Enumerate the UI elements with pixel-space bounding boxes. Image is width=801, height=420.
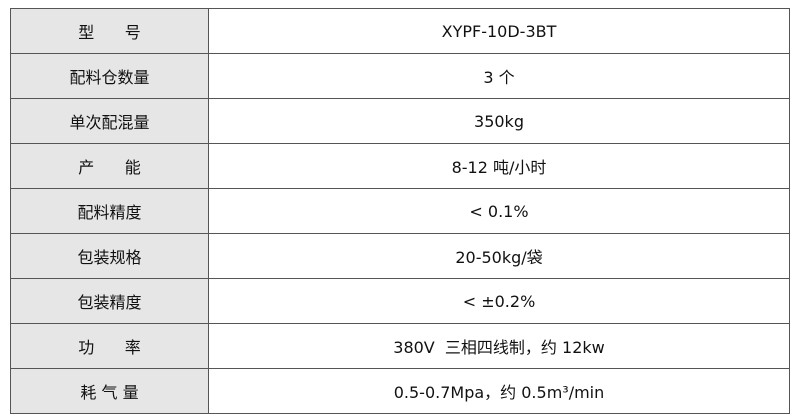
table-row: 配料仓数量 3 个	[10, 53, 790, 99]
table-row: 单次配混量 350kg	[10, 98, 790, 144]
spec-value: 380V 三相四线制，约 12kw	[208, 323, 790, 369]
table-row: 配料精度 < 0.1%	[10, 188, 790, 234]
spec-label: 功 率	[10, 323, 209, 369]
spec-label: 单次配混量	[10, 98, 209, 144]
table-row: 功 率 380V 三相四线制，约 12kw	[10, 323, 790, 369]
spec-value: 20-50kg/袋	[208, 233, 790, 279]
spec-label: 包装规格	[10, 233, 209, 279]
spec-label: 配料精度	[10, 188, 209, 234]
spec-label: 配料仓数量	[10, 53, 209, 99]
spec-value: 3 个	[208, 53, 790, 99]
table-row: 型 号 XYPF-10D-3BT	[10, 8, 790, 54]
spec-value: < 0.1%	[208, 188, 790, 234]
table-row: 耗 气 量 0.5-0.7Mpa，约 0.5m³/min	[10, 368, 790, 414]
spec-value: 8-12 吨/小时	[208, 143, 790, 189]
table-row: 包装精度 < ±0.2%	[10, 278, 790, 324]
table-row: 产 能 8-12 吨/小时	[10, 143, 790, 189]
spec-value: 350kg	[208, 98, 790, 144]
spec-label: 包装精度	[10, 278, 209, 324]
spec-label: 型 号	[10, 8, 209, 54]
spec-value: < ±0.2%	[208, 278, 790, 324]
spec-label: 产 能	[10, 143, 209, 189]
spec-label: 耗 气 量	[10, 368, 209, 414]
spec-value: 0.5-0.7Mpa，约 0.5m³/min	[208, 368, 790, 414]
spec-value: XYPF-10D-3BT	[208, 8, 790, 54]
spec-table: 型 号 XYPF-10D-3BT 配料仓数量 3 个单次配混量 350kg 产 能 8-12…	[10, 8, 790, 414]
table-row: 包装规格 20-50kg/袋	[10, 233, 790, 279]
